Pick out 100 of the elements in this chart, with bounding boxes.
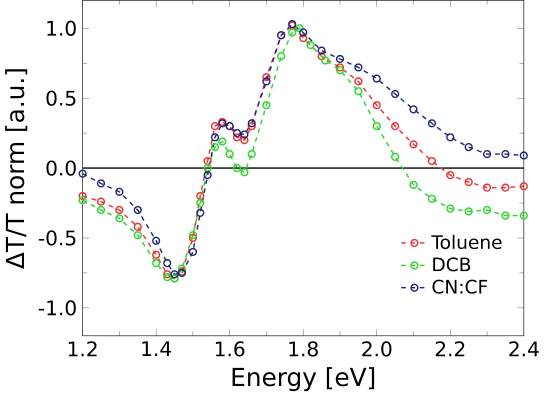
point xyxy=(240,130,248,138)
x-tick-label: 1.6 xyxy=(216,341,244,356)
point xyxy=(299,28,308,36)
point xyxy=(134,230,142,240)
point xyxy=(163,272,172,282)
point xyxy=(391,152,400,161)
point xyxy=(210,133,220,142)
point xyxy=(295,24,304,32)
point xyxy=(248,122,256,130)
legend-label: CN:CF xyxy=(432,280,488,294)
point xyxy=(115,188,124,196)
point xyxy=(152,236,160,245)
point xyxy=(210,122,220,130)
point xyxy=(446,204,454,213)
point xyxy=(232,164,242,172)
point xyxy=(464,178,473,186)
point xyxy=(288,28,296,36)
point xyxy=(204,156,212,166)
point xyxy=(188,248,198,256)
point xyxy=(240,168,248,176)
legend-label: Toluene xyxy=(431,234,502,249)
point xyxy=(248,119,256,128)
point xyxy=(299,34,308,42)
point xyxy=(262,72,271,82)
y-tick-label: -0.5 xyxy=(38,230,76,246)
point xyxy=(204,170,212,180)
point xyxy=(321,56,330,64)
y-tick-label: 0.0 xyxy=(46,160,76,176)
point xyxy=(232,133,242,142)
point xyxy=(354,86,362,96)
point xyxy=(226,150,234,158)
point xyxy=(336,63,344,72)
point xyxy=(78,196,87,204)
point xyxy=(372,122,381,130)
point xyxy=(482,150,492,158)
point xyxy=(277,52,286,60)
point xyxy=(354,77,362,86)
point xyxy=(354,63,362,72)
legend-label: DCB xyxy=(433,257,470,272)
point xyxy=(464,142,473,152)
point xyxy=(372,100,381,110)
point xyxy=(336,54,344,63)
x-tick-label: 1.4 xyxy=(142,341,172,356)
point xyxy=(262,100,271,110)
point xyxy=(391,90,400,98)
point xyxy=(163,258,172,268)
point xyxy=(482,206,492,214)
point xyxy=(204,164,212,172)
y-tick-label: 1.0 xyxy=(47,20,76,36)
x-tick-label: 2.2 xyxy=(436,341,464,356)
x-tick-label: 1.8 xyxy=(289,341,318,356)
point xyxy=(96,179,106,188)
point xyxy=(115,206,124,214)
y-axis-title: ΔT/T norm [a.u.] xyxy=(5,69,28,269)
point xyxy=(96,197,106,206)
point xyxy=(262,77,271,86)
x-tick-label: 1.2 xyxy=(68,341,97,356)
point xyxy=(482,183,492,192)
point xyxy=(409,180,418,189)
point xyxy=(520,182,528,190)
point xyxy=(428,119,436,128)
point xyxy=(210,142,220,152)
point xyxy=(501,211,510,220)
point xyxy=(152,258,160,268)
point xyxy=(78,192,87,200)
x-axis-title: Energy [eV] xyxy=(232,367,374,391)
point xyxy=(196,208,204,217)
x-tick-label: 2.0 xyxy=(362,341,392,356)
point xyxy=(501,183,510,192)
point xyxy=(428,156,436,166)
point xyxy=(134,222,142,231)
point xyxy=(318,46,326,55)
point xyxy=(520,211,528,220)
point xyxy=(428,194,436,203)
point xyxy=(464,207,473,216)
point xyxy=(115,214,124,222)
point xyxy=(446,170,454,180)
point xyxy=(306,40,315,50)
point xyxy=(240,136,248,144)
point xyxy=(520,151,528,160)
point xyxy=(188,234,198,242)
point xyxy=(178,264,186,273)
point xyxy=(409,105,418,114)
point xyxy=(134,206,142,214)
point xyxy=(446,133,454,142)
x-tick-label: 2.4 xyxy=(509,341,539,356)
point xyxy=(170,270,179,278)
point xyxy=(501,150,510,158)
point xyxy=(248,150,256,158)
point xyxy=(163,270,172,278)
point xyxy=(96,206,106,214)
point xyxy=(318,52,326,60)
y-tick-label: -1.0 xyxy=(38,300,76,316)
point xyxy=(372,74,381,83)
point xyxy=(188,230,198,240)
point xyxy=(391,122,400,130)
point xyxy=(196,198,204,207)
point xyxy=(218,137,226,146)
point xyxy=(409,140,418,148)
point xyxy=(152,250,160,259)
